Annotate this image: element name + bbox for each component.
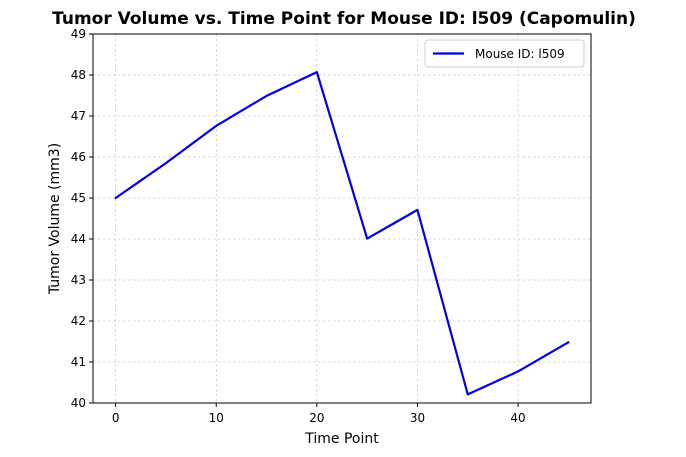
x-tick-label: 30 bbox=[410, 411, 425, 425]
y-tick-label: 41 bbox=[71, 355, 86, 369]
y-tick-label: 45 bbox=[71, 191, 86, 205]
y-tick-label: 40 bbox=[71, 396, 86, 410]
y-tick-label: 48 bbox=[71, 68, 86, 82]
y-tick-label: 49 bbox=[71, 27, 86, 41]
x-tick-label: 40 bbox=[510, 411, 525, 425]
legend-label: Mouse ID: l509 bbox=[475, 47, 565, 61]
y-tick-label: 44 bbox=[71, 232, 86, 246]
x-tick-label: 0 bbox=[112, 411, 120, 425]
line-layer bbox=[114, 71, 570, 396]
x-tick-label: 20 bbox=[309, 411, 324, 425]
plot-frame bbox=[92, 33, 592, 404]
chart-title: Tumor Volume vs. Time Point for Mouse ID… bbox=[52, 9, 636, 29]
legend: Mouse ID: l509 bbox=[424, 39, 585, 68]
x-tick-label: 10 bbox=[209, 411, 224, 425]
y-tick-label: 43 bbox=[71, 273, 86, 287]
x-axis-label: Time Point bbox=[304, 431, 379, 447]
y-tick-label: 42 bbox=[71, 314, 86, 328]
y-tick-label: 46 bbox=[71, 150, 86, 164]
y-tick-label: 47 bbox=[71, 109, 86, 123]
legend-box bbox=[424, 39, 585, 68]
tick-layer: 0 10 20 30 40 40 41 42 43 44 45 46 47 48 49 bbox=[71, 27, 526, 425]
series-line bbox=[114, 71, 570, 396]
y-axis-label: Tumor Volume (mm3) bbox=[47, 143, 63, 295]
